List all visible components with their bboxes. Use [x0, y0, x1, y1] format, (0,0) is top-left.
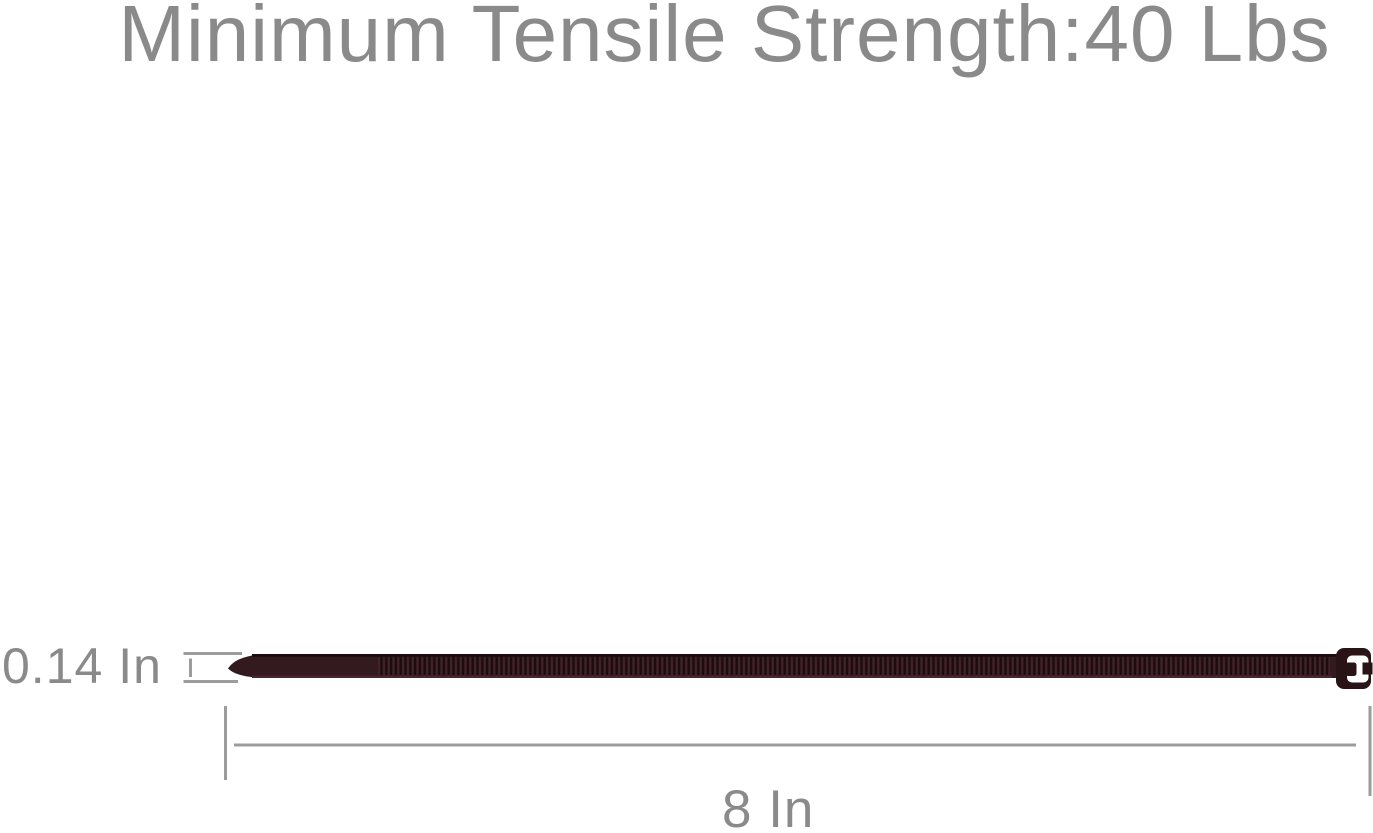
width-dimension-label: 0.14 In	[2, 638, 162, 694]
tie-teeth-texture	[378, 656, 1330, 675]
length-dimension-line	[224, 706, 1372, 796]
width-dimension-bracket	[183, 652, 242, 683]
tensile-strength-title: Minimum Tensile Strength:40 Lbs	[118, 0, 1331, 78]
length-dimension-label: 8 In	[722, 780, 815, 833]
tie-band-top-edge	[252, 654, 1336, 657]
tie-head-pawl	[1345, 662, 1357, 676]
cable-tie	[228, 648, 1373, 689]
tie-head-notch	[1362, 662, 1373, 675]
tie-band-bottom-edge	[252, 675, 1332, 678]
